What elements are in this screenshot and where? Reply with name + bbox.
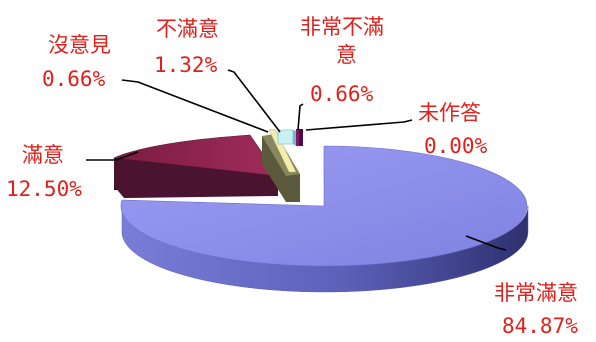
leader-line-very-satisfied bbox=[465, 235, 507, 251]
slice-dissatisfied bbox=[277, 129, 296, 146]
label-satisfied-name: 滿意 bbox=[22, 143, 64, 167]
slice-satisfied-top bbox=[112, 134, 279, 177]
leader-line-no-answer bbox=[305, 119, 413, 131]
leader-line-no-opinion bbox=[121, 79, 269, 133]
label-very-dissatisfied-value: 0.66% bbox=[310, 82, 374, 106]
label-no-opinion-value: 0.66% bbox=[42, 67, 106, 91]
label-satisfied-value: 12.50% bbox=[6, 177, 82, 201]
slice-no-opinion bbox=[268, 128, 297, 173]
label-very-dissatisfied-name-line2: 意 bbox=[336, 43, 357, 67]
leader-line-satisfied bbox=[86, 151, 139, 161]
slice-very-satisfied bbox=[120, 145, 529, 293]
label-very-satisfied-value: 84.87% bbox=[502, 314, 578, 338]
leader-line-very-dissatisfied bbox=[297, 103, 304, 131]
slice-very-satisfied-top bbox=[120, 145, 528, 267]
slice-very-dissatisfied bbox=[296, 129, 303, 146]
label-very-dissatisfied-name-line1: 非常不滿 bbox=[300, 15, 384, 39]
label-no-answer-value: 0.00% bbox=[424, 134, 488, 158]
label-very-satisfied-name: 非常滿意 bbox=[494, 281, 578, 305]
leader-lines bbox=[86, 69, 507, 251]
label-dissatisfied-name: 不滿意 bbox=[156, 17, 219, 41]
label-no-opinion-name: 沒意見 bbox=[48, 33, 111, 57]
label-dissatisfied-value: 1.32% bbox=[154, 53, 218, 77]
slice-satisfied bbox=[112, 134, 279, 198]
label-no-answer-name: 未作答 bbox=[418, 101, 481, 125]
data-labels: 沒意見 0.66% 不滿意 1.32% 非常不滿 意 0.66% 未作答 0.0… bbox=[6, 15, 578, 338]
leader-line-dissatisfied bbox=[227, 69, 281, 133]
